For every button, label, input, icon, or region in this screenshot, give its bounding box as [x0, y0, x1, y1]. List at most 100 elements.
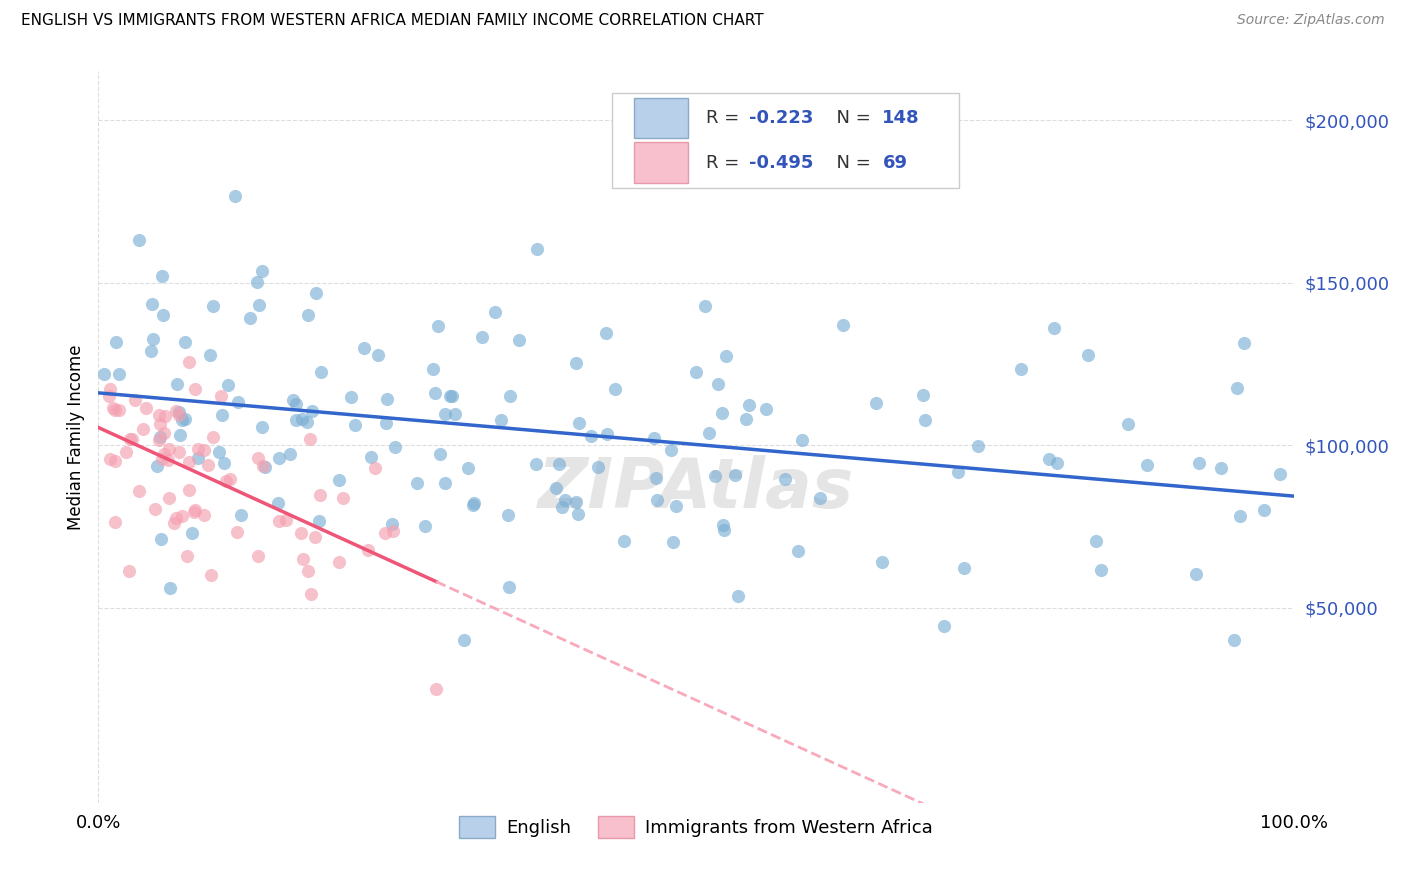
Point: [226, 395, 249, 409]
Point: [703, 469, 725, 483]
Point: [948, 465, 970, 479]
Point: [374, 417, 396, 431]
Point: [595, 326, 617, 340]
Point: [425, 681, 447, 696]
Point: [357, 543, 380, 558]
Point: [201, 299, 224, 313]
Point: [685, 364, 707, 378]
Point: [153, 447, 176, 461]
Point: [297, 565, 319, 579]
Point: [211, 408, 233, 422]
Point: [202, 430, 225, 444]
Point: [613, 534, 636, 549]
Text: -0.223: -0.223: [748, 109, 813, 127]
Point: [290, 525, 312, 540]
Point: [381, 516, 404, 531]
Point: [524, 457, 547, 471]
Point: [209, 389, 232, 403]
Point: [167, 408, 190, 422]
Point: [104, 403, 127, 417]
Point: [647, 493, 669, 508]
Point: [250, 420, 273, 434]
Point: [434, 407, 457, 421]
Point: [224, 189, 246, 203]
Point: [1043, 320, 1066, 334]
Point: [107, 368, 129, 382]
Point: [564, 355, 586, 369]
Point: [707, 377, 730, 392]
Point: [214, 456, 236, 470]
Point: [193, 508, 215, 522]
Point: [197, 458, 219, 472]
Point: [328, 473, 350, 487]
Point: [253, 459, 276, 474]
Point: [246, 451, 269, 466]
Point: [150, 533, 173, 547]
Point: [645, 471, 668, 485]
Point: [174, 334, 197, 349]
Text: -0.495: -0.495: [748, 153, 813, 171]
Point: [200, 568, 222, 582]
Point: [544, 481, 567, 495]
Text: 148: 148: [883, 109, 920, 127]
Point: [441, 389, 464, 403]
Point: [159, 581, 181, 595]
Point: [1211, 461, 1233, 475]
Point: [659, 443, 682, 458]
Point: [150, 268, 173, 283]
Point: [1046, 456, 1069, 470]
Point: [141, 297, 163, 311]
Point: [808, 491, 831, 505]
Text: N =: N =: [825, 153, 876, 171]
Point: [295, 415, 318, 429]
Point: [463, 498, 485, 512]
Point: [152, 425, 174, 440]
Point: [498, 508, 520, 522]
Point: [299, 432, 322, 446]
Point: [176, 549, 198, 563]
Point: [1226, 381, 1249, 395]
Point: [252, 459, 274, 474]
Point: [364, 461, 387, 475]
Point: [662, 534, 685, 549]
Point: [239, 311, 262, 326]
Point: [215, 474, 238, 488]
Point: [148, 409, 170, 423]
Point: [727, 589, 749, 603]
Point: [142, 332, 165, 346]
Point: [1084, 533, 1107, 548]
Point: [118, 432, 141, 446]
Point: [285, 413, 308, 427]
Point: [179, 483, 201, 497]
Point: [548, 457, 571, 471]
Point: [284, 397, 307, 411]
Point: [276, 513, 298, 527]
Point: [309, 488, 332, 502]
Point: [551, 500, 574, 515]
Point: [953, 561, 976, 575]
Point: [167, 445, 190, 459]
Point: [170, 413, 193, 427]
Point: [165, 510, 187, 524]
Point: [697, 426, 720, 441]
Point: [711, 518, 734, 533]
Point: [831, 318, 853, 332]
Point: [128, 483, 150, 498]
Point: [340, 390, 363, 404]
Point: [157, 442, 180, 456]
Point: [526, 242, 548, 256]
Point: [367, 348, 389, 362]
Point: [177, 455, 200, 469]
Point: [247, 298, 270, 312]
Point: [177, 355, 200, 369]
Point: [360, 450, 382, 464]
Point: [98, 382, 121, 396]
Point: [148, 434, 170, 448]
Point: [332, 491, 354, 505]
Point: [713, 523, 735, 537]
Point: [229, 508, 252, 522]
Point: [596, 427, 619, 442]
Point: [217, 377, 239, 392]
Point: [149, 430, 172, 444]
Point: [104, 516, 127, 530]
